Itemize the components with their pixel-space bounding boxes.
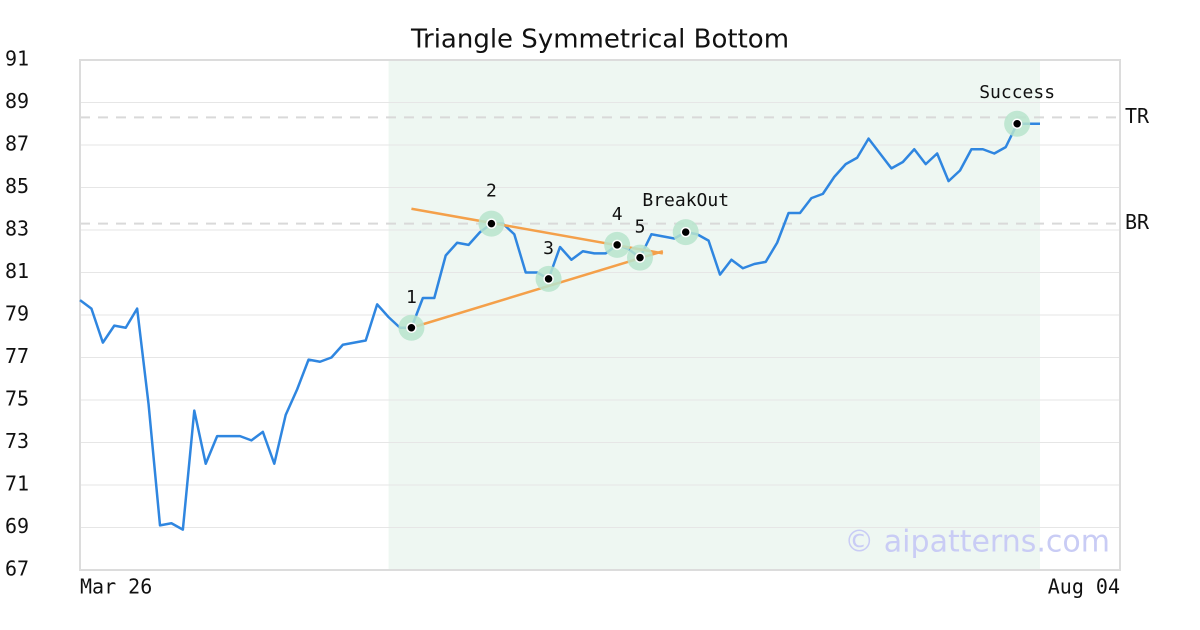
point-marker	[634, 252, 646, 263]
y-tick-label: 77	[5, 344, 29, 368]
point-marker	[680, 226, 691, 238]
y-tick-label: 67	[5, 557, 29, 581]
reference-label: BR	[1125, 210, 1150, 234]
y-tick-label: 81	[5, 259, 29, 283]
x-tick-label: Mar 26	[80, 575, 152, 599]
watermark: © aipatterns.com	[844, 525, 1110, 560]
point-label: 4	[612, 204, 623, 225]
point-label: 3	[543, 238, 554, 259]
point-label: Success	[979, 82, 1055, 103]
y-tick-label: 85	[5, 174, 29, 198]
chart-title: Triangle Symmetrical Bottom	[410, 25, 789, 55]
y-tick-label: 83	[5, 217, 29, 241]
point-marker	[406, 322, 417, 333]
y-tick-label: 75	[5, 387, 29, 411]
y-tick-label: 87	[5, 132, 29, 156]
point-marker	[1011, 118, 1023, 129]
y-tick-label: 79	[5, 302, 29, 326]
point-label: 2	[486, 181, 497, 202]
y-tick-label: 69	[5, 514, 29, 538]
y-tick-label: 73	[5, 429, 29, 453]
y-tick-label: 71	[5, 472, 29, 496]
trend-line	[411, 250, 664, 329]
point-label: BreakOut	[642, 190, 729, 211]
x-tick-label: Aug 04	[1048, 575, 1120, 599]
plot-frame	[79, 59, 1121, 571]
point-marker	[486, 218, 497, 229]
point-label: 5	[635, 217, 646, 238]
price-line	[79, 122, 1040, 531]
y-tick-label: 89	[5, 89, 29, 113]
point-marker	[543, 273, 554, 285]
y-tick-label: 91	[5, 47, 29, 71]
reference-label: TR	[1125, 104, 1150, 128]
point-label: 1	[406, 287, 417, 308]
point-marker	[611, 239, 623, 251]
